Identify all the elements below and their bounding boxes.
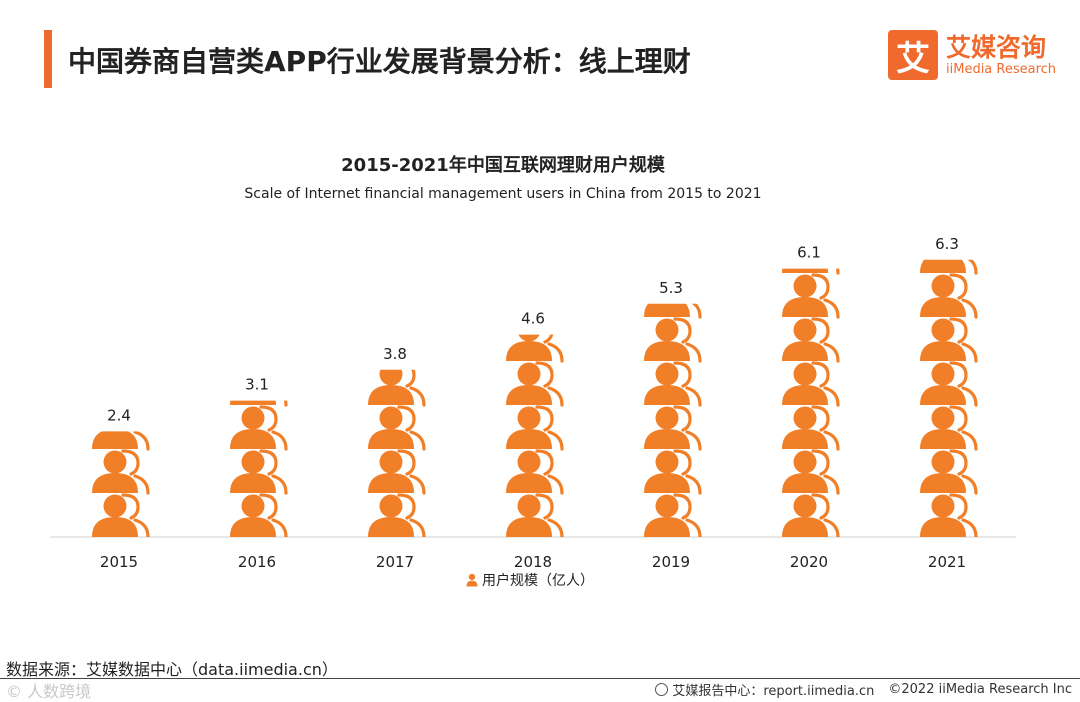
x-tick-2015: 2015 (100, 553, 138, 571)
footer-divider (0, 678, 1080, 679)
title-accent-bar (44, 30, 52, 88)
bar-2019 (644, 303, 702, 537)
brand-logo[interactable]: 艾 艾媒咨询 iiMedia Research (888, 30, 1068, 82)
chart-subtitle: Scale of Internet financial management u… (244, 186, 762, 202)
legend-label: 用户规模（亿人） (482, 573, 594, 589)
value-label-2018: 4.6 (521, 310, 545, 328)
x-tick-2019: 2019 (652, 553, 690, 571)
bar-2016 (230, 400, 288, 537)
chart-title: 2015-2021年中国互联网理财用户规模 (341, 155, 665, 176)
x-tick-2016: 2016 (238, 553, 276, 571)
page-title: 中国券商自营类APP行业发展背景分析：线上理财 (68, 45, 691, 78)
bar-2020 (782, 268, 840, 537)
copyright: ©2022 iiMedia Research Inc (888, 682, 1072, 697)
value-label-2017: 3.8 (383, 345, 407, 363)
x-tick-2017: 2017 (376, 553, 414, 571)
globe-icon (655, 683, 669, 696)
data-source: 数据来源：艾媒数据中心（data.iimedia.cn） (6, 660, 338, 679)
x-tick-2020: 2020 (790, 553, 828, 571)
bar-2017 (368, 369, 426, 537)
bar-2021 (920, 259, 978, 537)
x-tick-2021: 2021 (928, 553, 966, 571)
value-label-2016: 3.1 (245, 376, 269, 394)
report-center-link[interactable]: 艾媒报告中心：report.iimedia.cn (672, 684, 875, 699)
bar-2018 (506, 334, 564, 537)
bar-2015 (92, 431, 150, 537)
value-label-2015: 2.4 (107, 406, 131, 424)
watermark: © 人数跨境 (6, 682, 92, 701)
chart-legend: 用户规模（亿人） (466, 571, 594, 589)
footer-credits: 艾媒报告中心：report.iimedia.cn ©2022 iiMedia R… (655, 680, 1072, 699)
person-icon (466, 573, 478, 587)
logo-name-cn: 艾媒咨询 (946, 33, 1047, 62)
logo-mark: 艾 (888, 30, 938, 80)
logo-name-en: iiMedia Research (946, 62, 1057, 77)
value-label-2021: 6.3 (935, 235, 959, 253)
value-label-2019: 5.3 (659, 279, 683, 297)
value-label-2020: 6.1 (797, 244, 821, 262)
x-tick-2018: 2018 (514, 553, 552, 571)
